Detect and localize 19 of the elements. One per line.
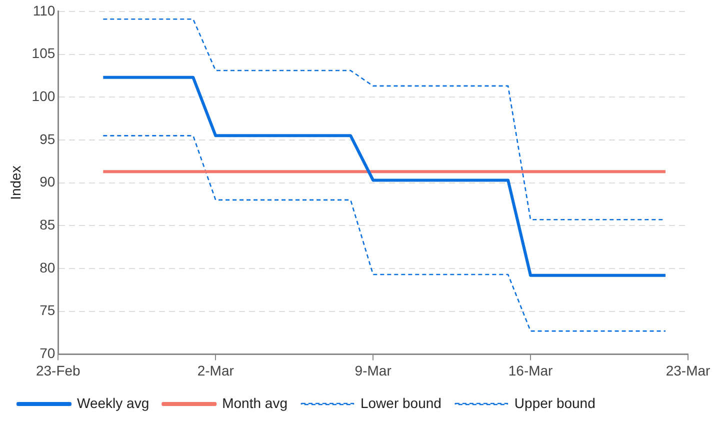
y-tick-label: 100 [32,88,56,104]
legend-label: Month avg [222,394,288,411]
legend-label: Upper bound [514,394,596,411]
x-tick-label: 16-Mar [508,362,554,378]
x-tick-label: 2-Mar [197,362,234,378]
y-tick-label: 95 [40,130,56,147]
x-tick-label: 23-Mar [666,362,711,378]
y-tick-label: 105 [32,45,56,62]
y-tick-label: 90 [40,174,56,190]
y-tick-label: 80 [40,259,56,276]
x-tick-label: 9-Mar [354,362,392,378]
y-tick-label: 85 [40,216,56,233]
y-tick-label: 110 [32,2,56,18]
x-tick-label: 23-Feb [36,362,81,378]
y-tick-label: 75 [40,302,56,318]
legend-label: Lower bound [360,394,442,411]
y-axis-title: Index [7,166,24,200]
legend-label: Weekly avg [77,394,150,411]
y-tick-label: 70 [40,345,56,362]
